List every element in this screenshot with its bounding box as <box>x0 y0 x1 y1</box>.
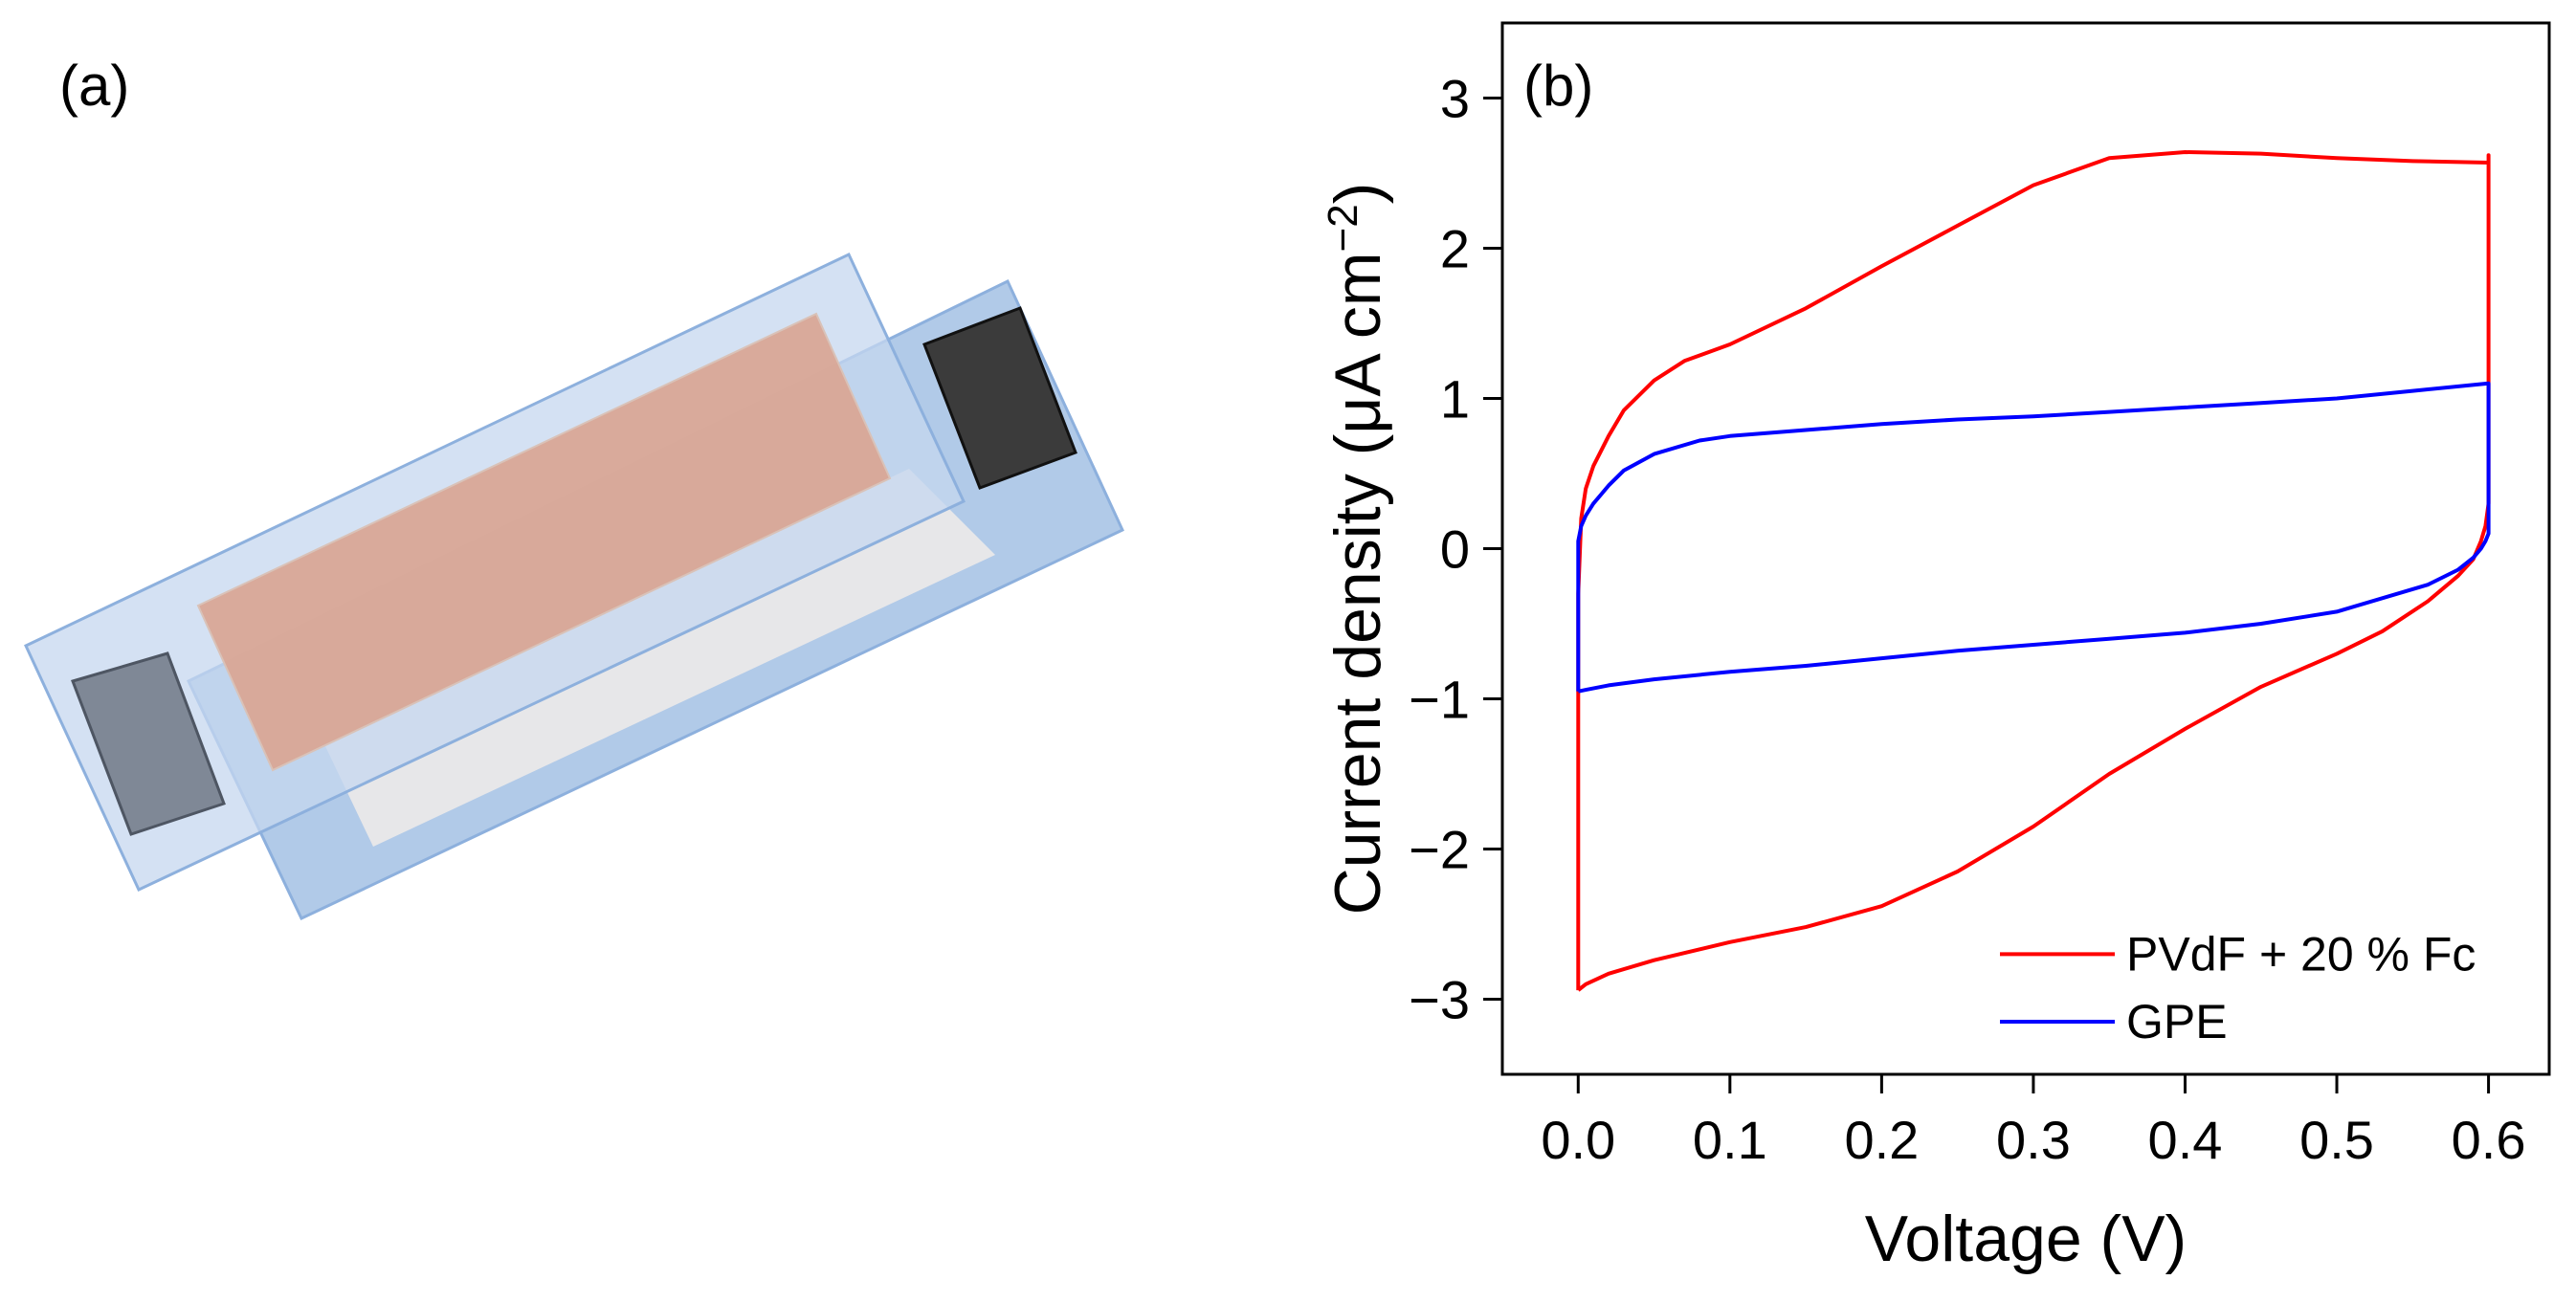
x-tick-label: 0.0 <box>1541 1110 1615 1170</box>
panel-b-label: (b) <box>1523 54 1593 118</box>
plot-lines <box>1576 150 2491 992</box>
x-tick-label: 0.5 <box>2299 1110 2374 1170</box>
right-contact <box>922 306 1077 490</box>
y-axis-title-main: Current density (μA cm <box>1321 252 1394 915</box>
y-tick-label: 1 <box>1440 369 1470 430</box>
x-tick-label: 0.1 <box>1693 1110 1767 1170</box>
cv-chart: 0.0 0.1 0.2 0.3 0.4 0.5 0.6 −3 −2 −1 0 1 2 3 Voltage… <box>1320 21 2551 1275</box>
y-tick-label: 2 <box>1440 219 1470 279</box>
device-schematic <box>24 252 1124 920</box>
y-tick-label: −1 <box>1409 670 1470 730</box>
y-tick-label: 0 <box>1440 519 1470 580</box>
legend-label-pvdf: PVdF + 20 % Fc <box>2126 927 2476 981</box>
left-contact <box>71 651 226 836</box>
x-tick-label: 0.6 <box>2452 1110 2526 1170</box>
series-line-pvdf <box>1576 150 2491 992</box>
x-tick-label: 0.3 <box>1996 1110 2071 1170</box>
x-axis-title: Voltage (V) <box>1865 1203 2187 1275</box>
y-tick-label: 3 <box>1440 69 1470 129</box>
x-tick-label: 0.4 <box>2148 1110 2223 1170</box>
plot-frame <box>1500 21 2551 1076</box>
y-axis-title-superscript: −2 <box>1320 204 1366 252</box>
x-axis-ticks: 0.0 0.1 0.2 0.3 0.4 0.5 0.6 <box>1541 1074 2526 1170</box>
y-tick-label: −2 <box>1409 820 1470 880</box>
legend: PVdF + 20 % Fc GPE <box>2000 927 2476 1048</box>
legend-label-gpe: GPE <box>2126 995 2228 1048</box>
y-axis-title-close: ) <box>1321 183 1394 205</box>
y-tick-label: −3 <box>1409 970 1470 1030</box>
y-axis-ticks: −3 −2 −1 0 1 2 3 <box>1409 69 1502 1030</box>
panel-a-label: (a) <box>59 54 129 118</box>
series-line-gpe <box>1576 381 2491 694</box>
x-tick-label: 0.2 <box>1844 1110 1919 1170</box>
y-axis-title: Current density (μA cm−2) <box>1320 183 1395 916</box>
active-layer <box>196 312 892 772</box>
